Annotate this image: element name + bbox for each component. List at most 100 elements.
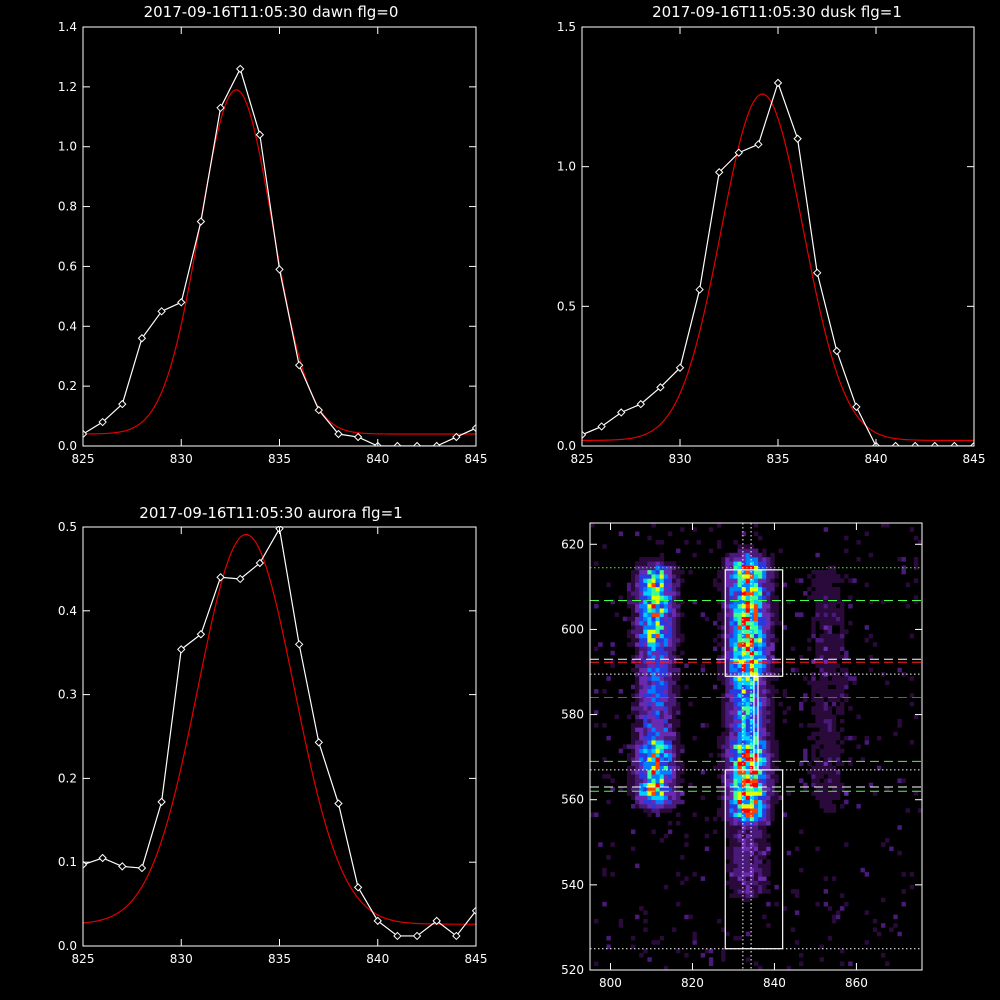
spectrogram-cell [766, 599, 771, 605]
spectrogram-cell [700, 769, 706, 775]
spectrogram-cell [737, 769, 742, 775]
spectrogram-cell [840, 680, 845, 686]
spectrogram-cell [782, 710, 788, 715]
spectrogram-cell [721, 591, 726, 596]
spectrogram-cell [733, 731, 738, 737]
spectrogram-cell [753, 680, 759, 686]
spectrogram-cell [647, 778, 652, 783]
dusk-data-point [852, 402, 861, 412]
spectrogram-cell [753, 863, 759, 869]
dusk-spectrum-panel: 2017-09-16T11:05:30 dusk flg=1 825 830 835… [557, 3, 986, 466]
spectrogram-cell [630, 944, 636, 950]
spectrogram-cell [766, 693, 771, 698]
spectrogram-cell [815, 718, 820, 724]
spectrogram-cell [823, 586, 829, 592]
spectrogram-cell [635, 608, 640, 613]
spectrogram-cell [819, 582, 824, 588]
spectrogram-cell [721, 569, 726, 575]
spectrogram-cell [643, 633, 648, 639]
spectrogram-cell [749, 620, 755, 626]
spectrogram-cell [766, 786, 771, 792]
spectrogram-cell [753, 855, 759, 860]
spectrogram-cell [823, 637, 829, 643]
spectrogram-cell [667, 714, 673, 720]
spectrogram-cell [762, 880, 767, 886]
spectrogram-cell [659, 616, 665, 622]
spectrogram-cell [823, 706, 829, 711]
spectrogram-cell [717, 808, 722, 813]
spectrogram-cell [741, 838, 747, 843]
spectrogram-cell [749, 850, 755, 856]
spectrogram-cell [643, 672, 648, 677]
spectrogram-cell [885, 680, 890, 686]
spectrogram-cell [864, 872, 870, 877]
spectrogram-cell [725, 595, 730, 600]
spectrogram-cell [827, 612, 833, 617]
spectrogram-cell [749, 701, 755, 707]
spectrogram-cell [745, 663, 751, 669]
spectrogram-cell [639, 786, 644, 792]
spectrogram-cell [725, 803, 730, 809]
spectrogram-cell [725, 693, 730, 698]
spectrogram-cell [749, 684, 755, 690]
spectrogram-cell [749, 693, 755, 698]
spectrogram-cell [737, 752, 742, 758]
spectrogram-cell [844, 680, 849, 686]
spectrogram-cell [753, 893, 759, 898]
spectrogram-cell [655, 757, 660, 762]
spectrogram-cell [651, 667, 656, 673]
spectrogram-cell [680, 855, 685, 860]
spectrogram-cell [770, 744, 775, 749]
spectrogram-cell [774, 574, 779, 579]
spectrogram-cell [741, 718, 747, 724]
spectrogram-cell [651, 701, 656, 707]
spectrogram-cell [635, 625, 640, 630]
spectrogram-cell [741, 893, 747, 898]
spectrogram-cell [667, 633, 673, 639]
spectrogram-cell [651, 586, 656, 592]
spectrogram-cell [737, 757, 742, 762]
spectrogram-cell [733, 855, 738, 860]
spectrogram-cell [758, 557, 763, 562]
spectrogram-cell [745, 701, 751, 707]
spectrogram-cell [741, 727, 747, 732]
spectrogram-cell [819, 676, 824, 681]
spectrogram-cell [729, 701, 734, 707]
spectrogram-cell [725, 833, 730, 839]
spectrogram-cell [594, 689, 599, 694]
spectrogram-cell [753, 821, 759, 826]
spectrogram-cell [708, 961, 714, 967]
spectrogram-cell [745, 859, 751, 864]
spectrogram-cell [659, 680, 665, 686]
spectrogram-cell [671, 625, 677, 630]
spectrogram-cell [745, 659, 751, 664]
spectrogram-cell [786, 791, 792, 796]
spectrogram-cell [594, 710, 599, 715]
spectrogram-cell [725, 931, 730, 937]
spectrogram-cell [823, 578, 829, 583]
spectrogram-cell [729, 706, 734, 711]
spectrogram-cell [635, 676, 640, 681]
spectrogram-cell [647, 680, 652, 686]
spectrogram-cell [745, 582, 751, 588]
spectrogram-cell [811, 731, 816, 737]
spectrogram-cell [729, 812, 734, 818]
spectrogram-cell [766, 565, 771, 571]
spectrogram-cell [651, 714, 656, 720]
spectrogram-cell [762, 757, 767, 762]
spectrogram-cell [762, 620, 767, 626]
spectrogram-cell [766, 608, 771, 613]
spectrogram-cell [745, 706, 751, 711]
spectrogram-cell [774, 748, 779, 754]
spectrogram-cell [655, 786, 660, 792]
spectrogram-cell [655, 714, 660, 720]
spectrogram-cell [745, 863, 751, 869]
spectrogram-cell [811, 578, 816, 583]
spectrogram-cell [844, 548, 849, 554]
spectrogram-cell [663, 697, 669, 703]
spectrogram-cell [663, 569, 669, 575]
spectrogram-cell [831, 637, 837, 643]
spectrogram-cell [639, 693, 644, 698]
spectrogram-cell [733, 867, 738, 873]
spectrogram-cell [737, 578, 742, 583]
